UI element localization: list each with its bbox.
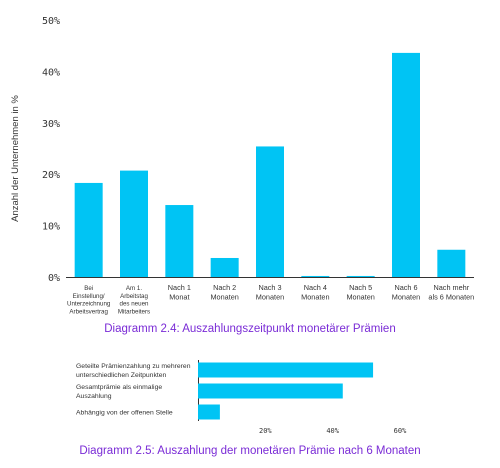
y-tick-label: 10% <box>42 222 60 233</box>
chart-caption-2-4: Diagramm 2.4: Auszahlungszeitpunkt monet… <box>104 323 396 335</box>
bar <box>198 404 220 420</box>
bar <box>210 257 239 277</box>
x-tick-label: Arbeitstag <box>120 293 148 300</box>
y-tick-label: Abhängig von der offenen Stelle <box>76 410 173 417</box>
bar <box>198 362 374 378</box>
bar <box>120 170 148 277</box>
x-tick-label: 20% <box>259 427 272 435</box>
y-tick-label: 50% <box>42 16 60 27</box>
x-tick-label: Nach 2 <box>213 283 236 292</box>
y-tick-label: 30% <box>42 119 60 130</box>
x-tick-label: Monaten <box>210 293 238 302</box>
bar <box>165 205 194 277</box>
x-tick-label: als 6 Monaten <box>428 293 474 302</box>
x-tick-label: Bei <box>84 285 93 292</box>
x-tick-label: Nach 3 <box>258 283 281 292</box>
chart-caption-2-5: Diagramm 2.5: Auszahlung der monetären P… <box>79 445 421 457</box>
y-tick-label: Auszahlung <box>76 393 112 400</box>
bar <box>74 182 103 277</box>
x-tick-label: Mitarbeiters <box>118 308 150 315</box>
x-tick-label: Nach 5 <box>349 283 372 292</box>
x-tick-label: Unterzeichnung <box>67 301 111 308</box>
y-tick-label: 0% <box>48 273 60 284</box>
bar <box>301 275 330 277</box>
y-tick-label: unterschiedlichen Zeitpunkten <box>76 372 167 379</box>
y-tick-label: Gesamtprämie als einmalige <box>76 384 162 391</box>
x-tick-label: Am 1. <box>126 285 142 292</box>
x-tick-label: Monaten <box>256 293 284 302</box>
x-tick-label: Monaten <box>346 293 374 302</box>
x-tick-label: Nach mehr <box>433 283 469 292</box>
bar <box>346 275 375 277</box>
x-tick-label: 40% <box>326 427 339 435</box>
bar <box>437 249 466 277</box>
x-tick-label: Nach 6 <box>394 283 417 292</box>
x-tick-label: Nach 1 <box>168 283 191 292</box>
x-tick-label: Arbeitsvertrag <box>69 308 108 315</box>
y-tick-label: 40% <box>42 67 60 78</box>
x-tick-label: Einstellung/ <box>73 293 105 300</box>
x-tick-label: 60% <box>394 427 407 435</box>
x-tick-label: des neuen <box>120 301 149 308</box>
x-tick-label: Monaten <box>301 293 329 302</box>
x-tick-label: Nach 4 <box>304 283 327 292</box>
bar-chart-2-4: 0% 10% 20% 30% 40% 50% Anzahl der Unternehmen … <box>10 16 474 315</box>
x-tick-label: Monat <box>169 293 189 302</box>
y-tick-label: Geteilte Prämienzahlung zu mehreren <box>76 363 191 370</box>
bar <box>392 52 420 278</box>
y-tick-label: 20% <box>42 170 60 181</box>
bar <box>256 146 284 277</box>
bar-chart-2-5: 20% 40% 60% Geteilte Prämienzahlung zu mehr… <box>76 360 407 435</box>
bar <box>198 383 343 399</box>
y-axis-title: Anzahl der Unternehmen in % <box>10 95 21 222</box>
x-tick-label: Monaten <box>392 293 420 302</box>
